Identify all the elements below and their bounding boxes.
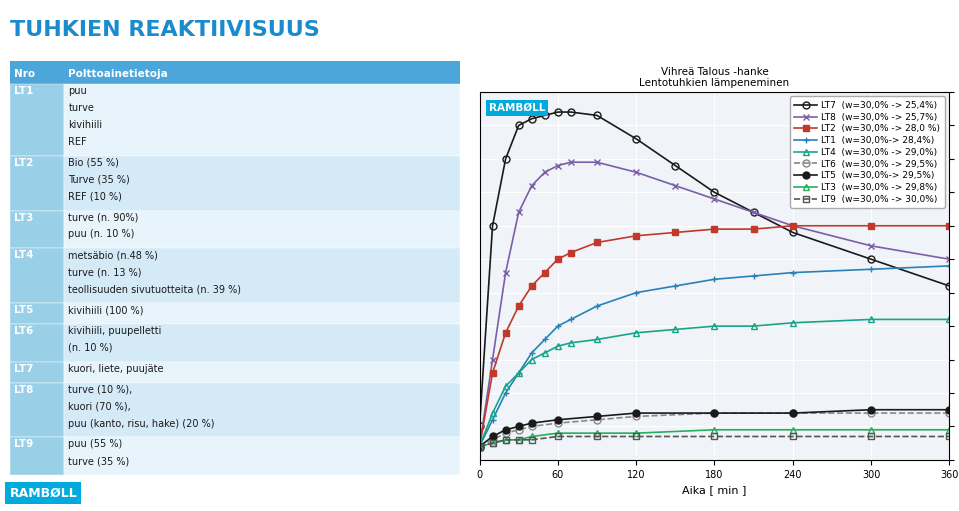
Text: puu (n. 10 %): puu (n. 10 %) [68, 229, 135, 240]
Legend: LT7  (w=30,0% -> 25,4%), LT8  (w=30,0% -> 25,7%), LT2  (w=30,0% -> 28,0 %), LT1 : LT7 (w=30,0% -> 25,4%), LT8 (w=30,0% -> … [790, 97, 945, 208]
Text: LT4: LT4 [14, 250, 34, 261]
Text: turve (10 %),: turve (10 %), [68, 385, 132, 395]
Text: turve (n. 13 %): turve (n. 13 %) [68, 267, 142, 277]
Text: teollisuuden sivutuotteita (n. 39 %): teollisuuden sivutuotteita (n. 39 %) [68, 284, 242, 294]
Text: LT2: LT2 [14, 158, 34, 168]
Text: metsäbio (n.48 %): metsäbio (n.48 %) [68, 250, 158, 261]
Text: kivihiili: kivihiili [68, 120, 103, 130]
Text: turve: turve [68, 103, 94, 113]
Text: RAMBØLL: RAMBØLL [489, 103, 546, 113]
Text: LT7: LT7 [14, 364, 34, 374]
Text: kuori (70 %),: kuori (70 %), [68, 402, 131, 412]
Title: Vihreä Talous -hanke
Lentotuhkien lämpeneminen: Vihreä Talous -hanke Lentotuhkien lämpen… [640, 67, 789, 88]
Text: LT6: LT6 [14, 326, 34, 336]
Text: puu (kanto, risu, hake) (20 %): puu (kanto, risu, hake) (20 %) [68, 419, 215, 429]
Text: kivihiili (100 %): kivihiili (100 %) [68, 305, 144, 315]
Text: kuori, liete, puujäte: kuori, liete, puujäte [68, 364, 164, 374]
Text: LT8: LT8 [14, 385, 34, 395]
Text: kivihiili, puupelletti: kivihiili, puupelletti [68, 326, 162, 336]
Text: LT1: LT1 [14, 86, 34, 97]
Text: LT3: LT3 [14, 213, 34, 223]
Text: (n. 10 %): (n. 10 %) [68, 343, 113, 353]
X-axis label: Aika [ min ]: Aika [ min ] [682, 485, 747, 495]
Text: REF: REF [68, 137, 87, 147]
Text: REF (10 %): REF (10 %) [68, 192, 123, 202]
Text: puu (55 %): puu (55 %) [68, 439, 123, 450]
Text: turve (35 %): turve (35 %) [68, 456, 129, 467]
Text: RAMBØLL: RAMBØLL [10, 486, 78, 500]
Text: Bio (55 %): Bio (55 %) [68, 158, 119, 168]
Text: LT5: LT5 [14, 305, 34, 315]
Text: Polttoainetietoja: Polttoainetietoja [68, 69, 168, 79]
Text: TUHKIEN REAKTIIVISUUS: TUHKIEN REAKTIIVISUUS [10, 20, 319, 40]
Text: puu: puu [68, 86, 87, 97]
Text: Turve (35 %): Turve (35 %) [68, 175, 130, 185]
Text: LT9: LT9 [14, 439, 34, 450]
Text: Nro: Nro [14, 69, 35, 79]
Text: turve (n. 90%): turve (n. 90%) [68, 213, 139, 223]
